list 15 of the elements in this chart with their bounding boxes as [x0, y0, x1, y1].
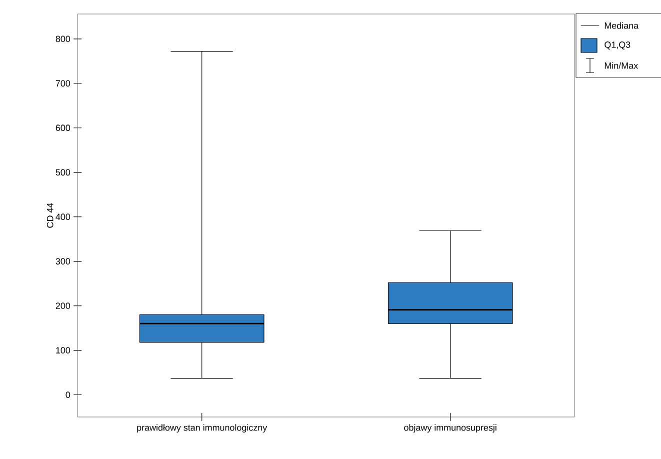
- y-tick-label: 400: [56, 214, 70, 220]
- y-axis-title: CD 44: [46, 203, 54, 228]
- y-tick-label: 600: [56, 124, 70, 132]
- y-tick-label: 800: [56, 36, 70, 42]
- y-tick-label: 100: [56, 347, 70, 354]
- x-tick-label: objawy immunosupresji: [404, 424, 496, 433]
- y-tick-label: 0: [66, 392, 70, 398]
- y-tick-label: 500: [56, 169, 70, 176]
- y-tick-label: 700: [56, 80, 70, 87]
- text: Min/Max: [604, 62, 638, 69]
- text: Q1,Q3: [604, 42, 630, 50]
- x-tick-label: prawidłowy stan immunologiczny: [137, 424, 268, 433]
- y-tick-label: 200: [56, 302, 70, 309]
- y-tick-label: 300: [56, 258, 70, 264]
- text: Mediana: [604, 22, 639, 29]
